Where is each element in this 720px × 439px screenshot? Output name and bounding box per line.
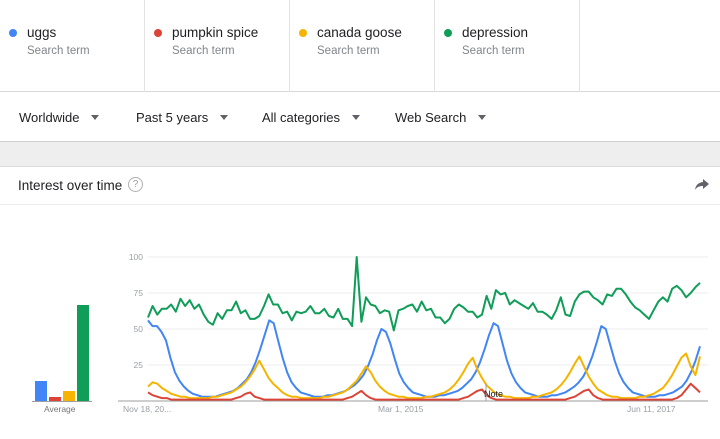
- card-header: Interest over time ?: [0, 167, 720, 205]
- region-dropdown[interactable]: Worldwide: [19, 110, 100, 125]
- y-tick-label: 25: [134, 360, 144, 370]
- category-dropdown-label: All categories: [262, 110, 341, 125]
- search-term-name: uggs: [27, 25, 57, 40]
- search-type-dropdown-label: Web Search: [395, 110, 467, 125]
- search-term-name: pumpkin spice: [172, 25, 259, 40]
- series-line-1: [147, 382, 701, 401]
- filters-bar: Worldwide Past 5 years All categories We…: [0, 92, 720, 142]
- note-annotation[interactable]: Note: [484, 389, 503, 399]
- section-separator: [0, 142, 720, 166]
- search-term-3[interactable]: canada goose Search term: [290, 0, 435, 92]
- caret-down-icon: [91, 115, 100, 120]
- x-tick-label: Nov 18, 20...: [123, 404, 171, 414]
- series-color-dot: [299, 29, 307, 37]
- y-tick-label: 50: [134, 324, 144, 334]
- series-color-dot: [154, 29, 162, 37]
- time-range-dropdown[interactable]: Past 5 years: [136, 110, 229, 125]
- y-tick-label: 100: [129, 252, 143, 262]
- share-arrow-icon[interactable]: [694, 176, 710, 192]
- help-circle-icon[interactable]: ?: [128, 177, 143, 192]
- series-line-0: [147, 319, 701, 398]
- chart-axis-labels: 25 50 75 100 Nov 18, 20... Mar 1, 2015 Jun 11,…: [123, 252, 676, 414]
- region-dropdown-label: Worldwide: [19, 110, 80, 125]
- series-color-dot: [9, 29, 17, 37]
- time-range-dropdown-label: Past 5 years: [136, 110, 209, 125]
- series-line-2: [147, 352, 701, 400]
- search-term-type: Search term: [27, 45, 90, 57]
- search-term-type: Search term: [317, 45, 380, 57]
- search-term-name: depression: [462, 25, 529, 40]
- series-color-dot: [444, 29, 452, 37]
- search-term-name: canada goose: [317, 25, 402, 40]
- search-term-1[interactable]: uggs Search term: [0, 0, 145, 92]
- x-tick-label: Mar 1, 2015: [378, 404, 424, 414]
- y-tick-label: 75: [134, 288, 144, 298]
- search-term-type: Search term: [462, 45, 525, 57]
- search-term-4[interactable]: depression Search term: [435, 0, 580, 92]
- search-term-2[interactable]: pumpkin spice Search term: [145, 0, 290, 92]
- search-terms-bar: uggs Search term pumpkin spice Search te…: [0, 0, 720, 92]
- chart-series: [147, 256, 701, 401]
- search-type-dropdown[interactable]: Web Search: [395, 110, 487, 125]
- card-title: Interest over time: [18, 178, 123, 193]
- category-dropdown[interactable]: All categories: [262, 110, 361, 125]
- chart-gridlines: [118, 256, 708, 402]
- search-term-type: Search term: [172, 45, 235, 57]
- caret-down-icon: [352, 115, 361, 120]
- caret-down-icon: [478, 115, 487, 120]
- caret-down-icon: [220, 115, 229, 120]
- series-line-3: [147, 256, 701, 332]
- x-tick-label: Jun 11, 2017: [627, 404, 676, 414]
